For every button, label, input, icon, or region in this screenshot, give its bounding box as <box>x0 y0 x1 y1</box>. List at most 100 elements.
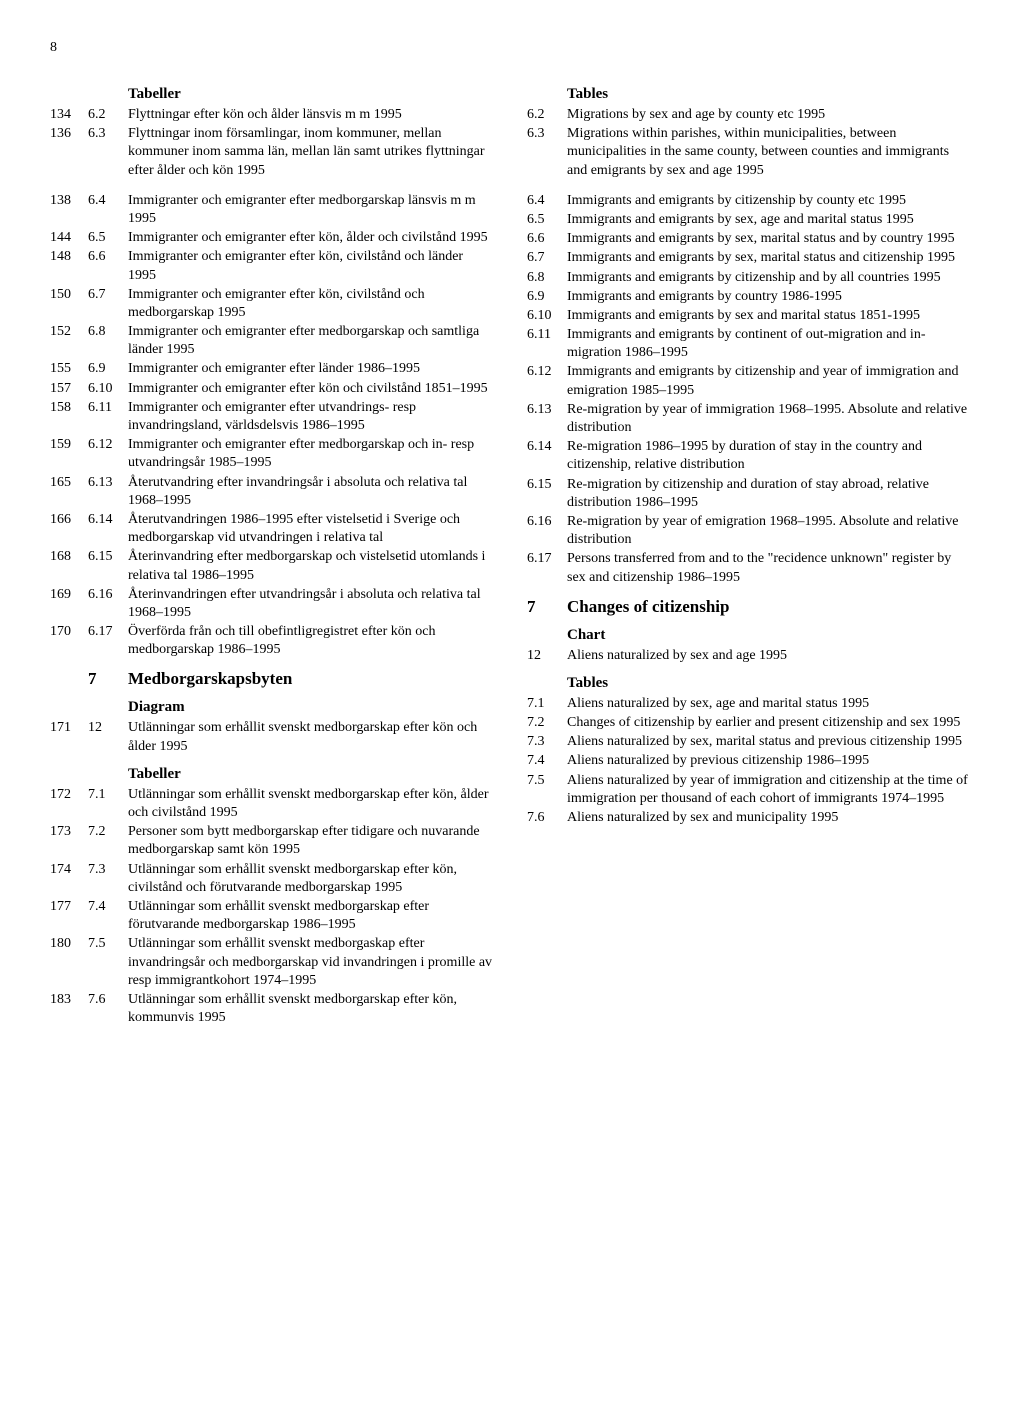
entry-ref: 6.7 <box>527 249 567 267</box>
right-heading-tables-2: Tables <box>527 671 974 694</box>
entry-page: 155 <box>50 360 88 378</box>
toc-entry: 6.7Immigrants and emigrants by sex, mari… <box>527 249 974 267</box>
entry-ref: 7.3 <box>88 861 128 879</box>
entry-page: 168 <box>50 548 88 566</box>
entry-ref: 6.12 <box>527 363 567 381</box>
entry-page: 180 <box>50 935 88 953</box>
entry-page: 150 <box>50 286 88 304</box>
entry-ref: 7.4 <box>88 898 128 916</box>
entry-ref: 7.5 <box>527 772 567 790</box>
toc-entry: 1506.7Immigranter och emigranter efter k… <box>50 286 497 322</box>
entry-ref: 6.13 <box>88 474 128 492</box>
entry-desc: Utlänningar som erhållit svenskt medborg… <box>128 861 497 897</box>
entry-desc: Flyttningar inom församlingar, inom komm… <box>128 125 497 180</box>
entry-ref: 6.10 <box>527 307 567 325</box>
toc-entry: 1346.2Flyttningar efter kön och ålder lä… <box>50 106 497 124</box>
toc-entry: 1576.10Immigranter och emigranter efter … <box>50 380 497 398</box>
entry-desc: Återinvandring efter medborgarskap och v… <box>128 548 497 584</box>
toc-entry: 1666.14Återutvandringen 1986–1995 efter … <box>50 511 497 547</box>
toc-entry: 1807.5Utlänningar som erhållit svenskt m… <box>50 935 497 990</box>
entry-desc: Aliens naturalized by sex, age and marit… <box>567 695 974 713</box>
entry-ref: 6.17 <box>527 550 567 568</box>
toc-entry: 6.2Migrations by sex and age by county e… <box>527 106 974 124</box>
entry-desc: Personer som bytt medborgarskap efter ti… <box>128 823 497 859</box>
entry-ref: 6.4 <box>527 192 567 210</box>
entry-desc: Re-migration by citizenship and duration… <box>567 476 974 512</box>
entry-page: 148 <box>50 248 88 266</box>
entry-desc: Persons transferred from and to the "rec… <box>567 550 974 586</box>
entry-ref: 12 <box>527 647 567 665</box>
heading-label: Diagram <box>128 699 185 716</box>
right-chart-heading: Chart <box>527 623 974 646</box>
entry-page: 173 <box>50 823 88 841</box>
toc-entry: 6.5Immigrants and emigrants by sex, age … <box>527 211 974 229</box>
entry-page: 169 <box>50 586 88 604</box>
chapter-title: Changes of citizenship <box>567 597 974 617</box>
entry-ref: 6.3 <box>527 125 567 143</box>
entry-ref: 6.8 <box>88 323 128 341</box>
heading-label: Tabeller <box>128 86 181 103</box>
entry-page: 174 <box>50 861 88 879</box>
entry-ref: 7.6 <box>88 991 128 1009</box>
entry-desc: Re-migration 1986–1995 by duration of st… <box>567 438 974 474</box>
toc-entry: 6.14Re-migration 1986–1995 by duration o… <box>527 438 974 474</box>
entry-desc: Aliens naturalized by sex, marital statu… <box>567 733 974 751</box>
toc-entry: 1747.3Utlänningar som erhållit svenskt m… <box>50 861 497 897</box>
right-heading-tables: Tables <box>527 82 974 105</box>
toc-entry: 6.4Immigrants and emigrants by citizensh… <box>527 192 974 210</box>
entry-desc: Re-migration by year of emigration 1968–… <box>567 513 974 549</box>
toc-entry: 6.3Migrations within parishes, within mu… <box>527 125 974 180</box>
left-heading-tabeller-2: Tabeller <box>50 762 497 785</box>
heading-label: Chart <box>567 627 605 644</box>
entry-ref: 7.5 <box>88 935 128 953</box>
toc-entry: 7.6Aliens naturalized by sex and municip… <box>527 809 974 827</box>
entry-desc: Re-migration by year of immigration 1968… <box>567 401 974 437</box>
toc-entry: 6.10Immigrants and emigrants by sex and … <box>527 307 974 325</box>
entry-desc: Immigranter och emigranter efter utvandr… <box>128 399 497 435</box>
entry-desc: Immigrants and emigrants by citizenship … <box>567 192 974 210</box>
toc-entry: 1727.1Utlänningar som erhållit svenskt m… <box>50 786 497 822</box>
entry-page: 157 <box>50 380 88 398</box>
entry-page: 138 <box>50 192 88 210</box>
entry-page: 152 <box>50 323 88 341</box>
entry-page: 166 <box>50 511 88 529</box>
toc-entry: 6.12Immigrants and emigrants by citizens… <box>527 363 974 399</box>
right-chapter-7: 7 Changes of citizenship <box>527 597 974 617</box>
entry-desc: Utlänningar som erhållit svenskt medborg… <box>128 898 497 934</box>
entry-desc: Immigrants and emigrants by country 1986… <box>567 288 974 306</box>
entry-desc: Immigrants and emigrants by sex, marital… <box>567 249 974 267</box>
toc-entry: 1656.13Återutvandring efter invandringså… <box>50 474 497 510</box>
entry-desc: Aliens naturalized by year of immigratio… <box>567 772 974 808</box>
entry-ref: 6.5 <box>88 229 128 247</box>
entry-ref: 6.9 <box>527 288 567 306</box>
page-number: 8 <box>50 40 974 56</box>
toc-entry: 1596.12Immigranter och emigranter efter … <box>50 436 497 472</box>
entry-desc: Aliens naturalized by sex and municipali… <box>567 809 974 827</box>
entry-page: 177 <box>50 898 88 916</box>
entry-page: 134 <box>50 106 88 124</box>
entry-desc: Immigranter och emigranter efter kön, ci… <box>128 286 497 322</box>
entry-ref: 6.15 <box>88 548 128 566</box>
chapter-ref: 7 <box>527 597 567 617</box>
toc-entry: 7.2Changes of citizenship by earlier and… <box>527 714 974 732</box>
entry-page: 136 <box>50 125 88 143</box>
toc-entry: 6.16Re-migration by year of emigration 1… <box>527 513 974 549</box>
toc-entry: 7.1Aliens naturalized by sex, age and ma… <box>527 695 974 713</box>
entry-desc: Immigrants and emigrants by citizenship … <box>567 269 974 287</box>
entry-desc: Utlänningar som erhållit svenskt medborg… <box>128 719 497 755</box>
entry-desc: Immigranter och emigranter efter kön, ål… <box>128 229 497 247</box>
entry-ref: 6.15 <box>527 476 567 494</box>
toc-entry: 7.4Aliens naturalized by previous citize… <box>527 752 974 770</box>
entry-page: 144 <box>50 229 88 247</box>
toc-entry: 1777.4Utlänningar som erhållit svenskt m… <box>50 898 497 934</box>
entry-ref: 12 <box>88 719 128 737</box>
heading-label: Tables <box>567 86 608 103</box>
entry-desc: Immigrants and emigrants by citizenship … <box>567 363 974 399</box>
entry-ref: 6.3 <box>88 125 128 143</box>
entry-desc: Immigranter och emigranter efter kön och… <box>128 380 497 398</box>
entry-desc: Återutvandringen 1986–1995 efter vistels… <box>128 511 497 547</box>
right-column: Tables 6.2Migrations by sex and age by c… <box>527 76 974 1028</box>
entry-page: 171 <box>50 719 88 737</box>
left-diagram-heading: Diagram <box>50 695 497 718</box>
entry-ref: 6.14 <box>527 438 567 456</box>
